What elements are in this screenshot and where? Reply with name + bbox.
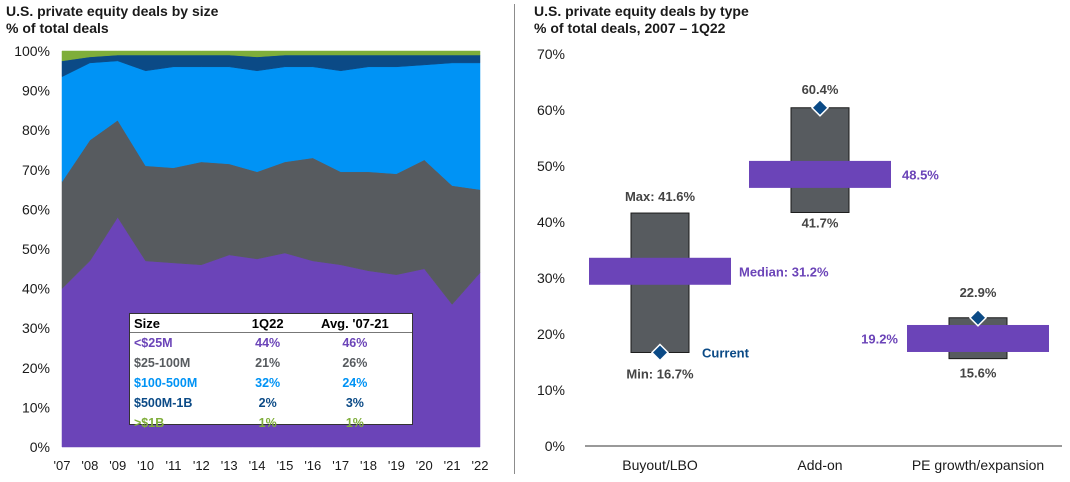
y-tick-label: 40% [537, 214, 565, 230]
current-label: Current [702, 345, 750, 360]
left-subtitle-line: % of total deals [6, 20, 109, 36]
x-tick-label: '12 [193, 458, 210, 473]
x-tick-label: '16 [304, 458, 321, 473]
x-tick-label: '18 [360, 458, 377, 473]
x-tick-label: '19 [388, 458, 405, 473]
legend-row: $25-100M 21% 26% [130, 353, 412, 373]
legend-avg-value: 46% [342, 336, 368, 350]
min-label: 15.6% [960, 366, 997, 381]
left-title-line: U.S. private equity deals by size [6, 3, 219, 19]
legend-row: $100-500M 32% 24% [130, 373, 412, 393]
y-tick-label: 60% [537, 102, 565, 118]
legend-header-size: Size [130, 314, 238, 333]
x-tick-label: '17 [332, 458, 349, 473]
legend-label: $25-100M [134, 356, 191, 370]
y-tick-label: 100% [14, 43, 50, 59]
x-tick-label: '20 [416, 458, 433, 473]
x-tick-label: '14 [249, 458, 266, 473]
legend-avg-value: 26% [342, 356, 368, 370]
y-tick-label: 20% [537, 326, 565, 342]
median-bar [907, 324, 1049, 352]
min-label: Min: 16.7% [626, 366, 694, 381]
median-label: 19.2% [861, 331, 898, 346]
legend-row: >$1B 1% 1% [130, 413, 412, 433]
x-tick-label: '22 [472, 458, 489, 473]
size-legend-table: Size 1Q22 Avg. '07-21 <$25M 44% 46% $25-… [129, 313, 413, 430]
right-subtitle-line: % of total deals, 2007 – 1Q22 [534, 20, 726, 36]
y-tick-label: 10% [537, 382, 565, 398]
median-bar [589, 257, 731, 285]
right-chart-title: U.S. private equity deals by type % of t… [534, 3, 749, 37]
panel-divider [514, 4, 515, 474]
y-tick-label: 60% [22, 201, 50, 217]
legend-avg-value: 3% [345, 396, 364, 410]
x-tick-label: '09 [109, 458, 126, 473]
legend-header-row: Size 1Q22 Avg. '07-21 [130, 314, 412, 333]
max-label: 22.9% [960, 285, 997, 300]
legend-label: $500M-1B [134, 396, 193, 410]
y-tick-label: 10% [22, 399, 50, 415]
legend-label: <$25M [134, 336, 173, 350]
x-tick-label: '15 [276, 458, 293, 473]
x-tick-label: '11 [165, 458, 181, 473]
y-tick-label: 50% [537, 158, 565, 174]
x-tick-label: '10 [137, 458, 154, 473]
legend-1q22-value: 1% [258, 416, 277, 430]
legend-1q22-value: 32% [255, 376, 281, 390]
max-label: Max: 41.6% [625, 189, 696, 204]
min-label: 41.7% [802, 215, 839, 230]
legend-row: <$25M 44% 46% [130, 333, 412, 354]
legend-label: $100-500M [134, 376, 198, 390]
median-label: Median: 31.2% [739, 264, 829, 279]
legend-avg-value: 1% [345, 416, 364, 430]
legend-row: $500M-1B 2% 3% [130, 393, 412, 413]
legend-table: Size 1Q22 Avg. '07-21 <$25M 44% 46% $25-… [130, 314, 412, 433]
y-tick-label: 0% [545, 438, 565, 454]
legend-avg-value: 24% [342, 376, 368, 390]
y-tick-label: 90% [22, 83, 50, 99]
current-marker [968, 308, 988, 327]
category-label: Buyout/LBO [622, 457, 698, 473]
y-tick-label: 20% [22, 360, 50, 376]
current-marker [810, 98, 830, 117]
legend-label: >$1B [134, 416, 165, 430]
category-label: Add-on [797, 457, 842, 473]
median-label: 48.5% [902, 167, 939, 182]
legend-1q22-value: 2% [258, 396, 277, 410]
legend-1q22-value: 44% [255, 336, 281, 350]
legend-1q22-value: 21% [255, 356, 281, 370]
right-title-line: U.S. private equity deals by type [534, 3, 749, 19]
x-tick-label: '13 [221, 458, 238, 473]
legend-header-avg: Avg. '07-21 [297, 314, 412, 333]
y-tick-label: 30% [537, 270, 565, 286]
area-series [61, 50, 481, 62]
y-tick-label: 70% [537, 46, 565, 62]
category-label: PE growth/expansion [912, 457, 1044, 473]
y-tick-label: 70% [22, 162, 50, 178]
x-tick-label: '21 [444, 458, 461, 473]
x-tick-label: '08 [81, 458, 98, 473]
left-chart-title: U.S. private equity deals by size % of t… [6, 3, 218, 37]
max-label: 60.4% [802, 82, 839, 97]
y-tick-label: 30% [22, 320, 50, 336]
x-tick-label: '07 [54, 458, 71, 473]
y-tick-label: 80% [22, 122, 50, 138]
range-box [790, 107, 850, 213]
current-marker [650, 343, 670, 362]
y-tick-label: 50% [22, 241, 50, 257]
y-tick-label: 40% [22, 281, 50, 297]
median-bar [749, 160, 891, 188]
y-tick-label: 0% [30, 439, 50, 455]
legend-header-1q22: 1Q22 [237, 314, 298, 333]
